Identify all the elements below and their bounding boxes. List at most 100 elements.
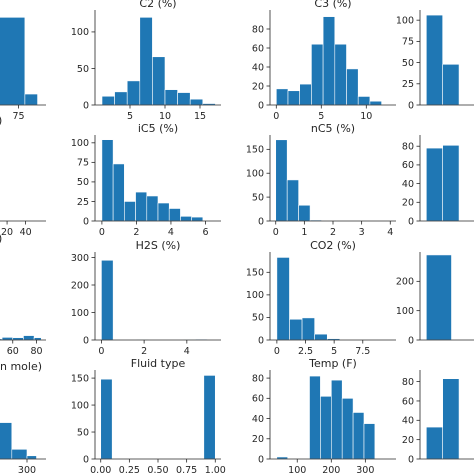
histogram-bar [287, 90, 300, 106]
x-tick-label: 0.75 [176, 465, 197, 474]
histogram-panel-1: 75 [0, 17, 46, 122]
histogram-bar [442, 63, 460, 106]
histogram-bar [334, 43, 347, 106]
histogram-bar [157, 202, 170, 222]
x-tick-label: 0 [273, 111, 279, 122]
y-tick-label: 60 [252, 394, 264, 405]
y-tick-label: 100 [71, 400, 89, 411]
y-tick-label: 50 [252, 192, 264, 203]
histogram-bar [322, 16, 336, 106]
histogram-panel-2: 5 10 15 0 50 100 C2 (%) [71, 0, 221, 122]
y-tick-label: 50 [77, 64, 89, 75]
histogram-panel-7: 0 1 2 3 4 0 50 100 150 nC5 (%) [246, 122, 396, 238]
x-tick-label: 1 [301, 227, 307, 238]
y-tick-label: 50 [252, 313, 264, 324]
histogram-bar [275, 88, 289, 106]
panel-title: iC5 (%) [138, 122, 178, 135]
histogram-panel-11: 0 2.5 5 7.5 0 50 100 150 CO2 (%) [246, 239, 396, 357]
histogram-bar [346, 68, 359, 106]
panel-title: Temp (F) [308, 357, 357, 370]
x-tick-label: 10 [159, 111, 171, 122]
x-tick-label: 75 [13, 111, 25, 122]
histogram-bar [24, 93, 38, 106]
histogram-bar [146, 195, 159, 222]
histogram-bar [357, 96, 371, 106]
histogram-bar [275, 139, 288, 222]
histogram-bar [164, 89, 178, 106]
histogram-bar [101, 259, 114, 341]
y-tick-label: 60 [252, 43, 264, 54]
histogram-bar [135, 191, 148, 222]
x-tick-label: 0 [274, 346, 280, 357]
y-tick-label: 80 [402, 142, 414, 153]
histogram-panel-12: 0 100 200 [396, 252, 474, 346]
x-tick-label: 5 [331, 346, 337, 357]
x-tick-label: 5 [127, 111, 133, 122]
y-tick-label: 100 [396, 306, 414, 317]
y-tick-label: 0 [258, 454, 264, 465]
histogram-bar [114, 91, 128, 106]
x-tick-label: 2 [133, 227, 139, 238]
y-tick-label: 100 [246, 169, 264, 180]
histogram-bar [314, 333, 328, 341]
x-tick-label: 2 [141, 346, 147, 357]
y-tick-label: 75 [77, 158, 89, 169]
y-tick-label: 100 [246, 290, 264, 301]
histogram-bar [126, 80, 141, 106]
x-tick-label: 20 [1, 227, 13, 238]
histogram-bar [168, 208, 181, 222]
histogram-bar [180, 216, 192, 222]
histogram-bar [0, 422, 13, 460]
y-tick-label: 25 [402, 79, 414, 90]
x-tick-label: 4 [168, 227, 174, 238]
y-tick-label: 60 [402, 396, 414, 407]
panel-title: C3 (%) [314, 0, 351, 10]
histogram-bar [203, 375, 216, 460]
x-tick-label: 0.00 [90, 465, 111, 474]
histogram-panel-3: 0 5 10 0 20 40 60 80 C3 (%) [252, 0, 396, 122]
y-tick-label: 0 [258, 335, 264, 346]
y-tick-label: 150 [71, 373, 89, 384]
histogram-bar [442, 144, 460, 222]
x-tick-label: 1.00 [205, 465, 226, 474]
y-tick-label: 0 [83, 454, 89, 465]
histogram-bar [425, 426, 443, 460]
histogram-bar [101, 139, 114, 222]
x-tick-label: 4 [387, 227, 393, 238]
panel-title: CO2 (%) [310, 239, 356, 252]
panel-title: H2S (%) [136, 239, 181, 252]
histogram-panel-6: 0 2 4 6 0 25 50 75 100 iC5 (%) [71, 122, 221, 238]
histogram-bar [363, 423, 376, 460]
histogram-bar [191, 216, 204, 222]
x-tick-label: 7.5 [355, 346, 370, 357]
histogram-bar [289, 318, 303, 341]
histogram-bar [100, 378, 113, 460]
cropped-panel-title: n mole) [0, 360, 42, 373]
y-tick-label: 20 [252, 81, 264, 92]
y-tick-label: 50 [77, 427, 89, 438]
y-tick-label: 0 [258, 100, 264, 111]
x-tick-label: 60 [7, 346, 19, 357]
y-tick-label: 20 [252, 434, 264, 445]
y-tick-label: 0 [83, 100, 89, 111]
histogram-bar [152, 56, 166, 106]
y-tick-label: 0 [408, 216, 414, 227]
y-tick-label: 50 [402, 58, 414, 69]
histogram-bar [26, 455, 37, 460]
y-tick-label: 0 [408, 335, 414, 346]
y-tick-label: 40 [252, 62, 264, 73]
histogram-bar [124, 201, 136, 222]
y-tick-label: 200 [396, 277, 414, 288]
y-tick-label: 50 [77, 177, 89, 188]
histogram-bar [112, 163, 125, 222]
panel-title: Fluid type [131, 357, 186, 370]
histogram-bar [309, 375, 321, 460]
y-tick-label: 100 [71, 138, 89, 149]
x-tick-label: 0.25 [119, 465, 140, 474]
histogram-bar [0, 17, 26, 106]
histogram-bar [299, 83, 312, 106]
histogram-bar [311, 43, 324, 106]
panel-title: C2 (%) [139, 0, 176, 10]
y-tick-label: 100 [396, 15, 414, 26]
